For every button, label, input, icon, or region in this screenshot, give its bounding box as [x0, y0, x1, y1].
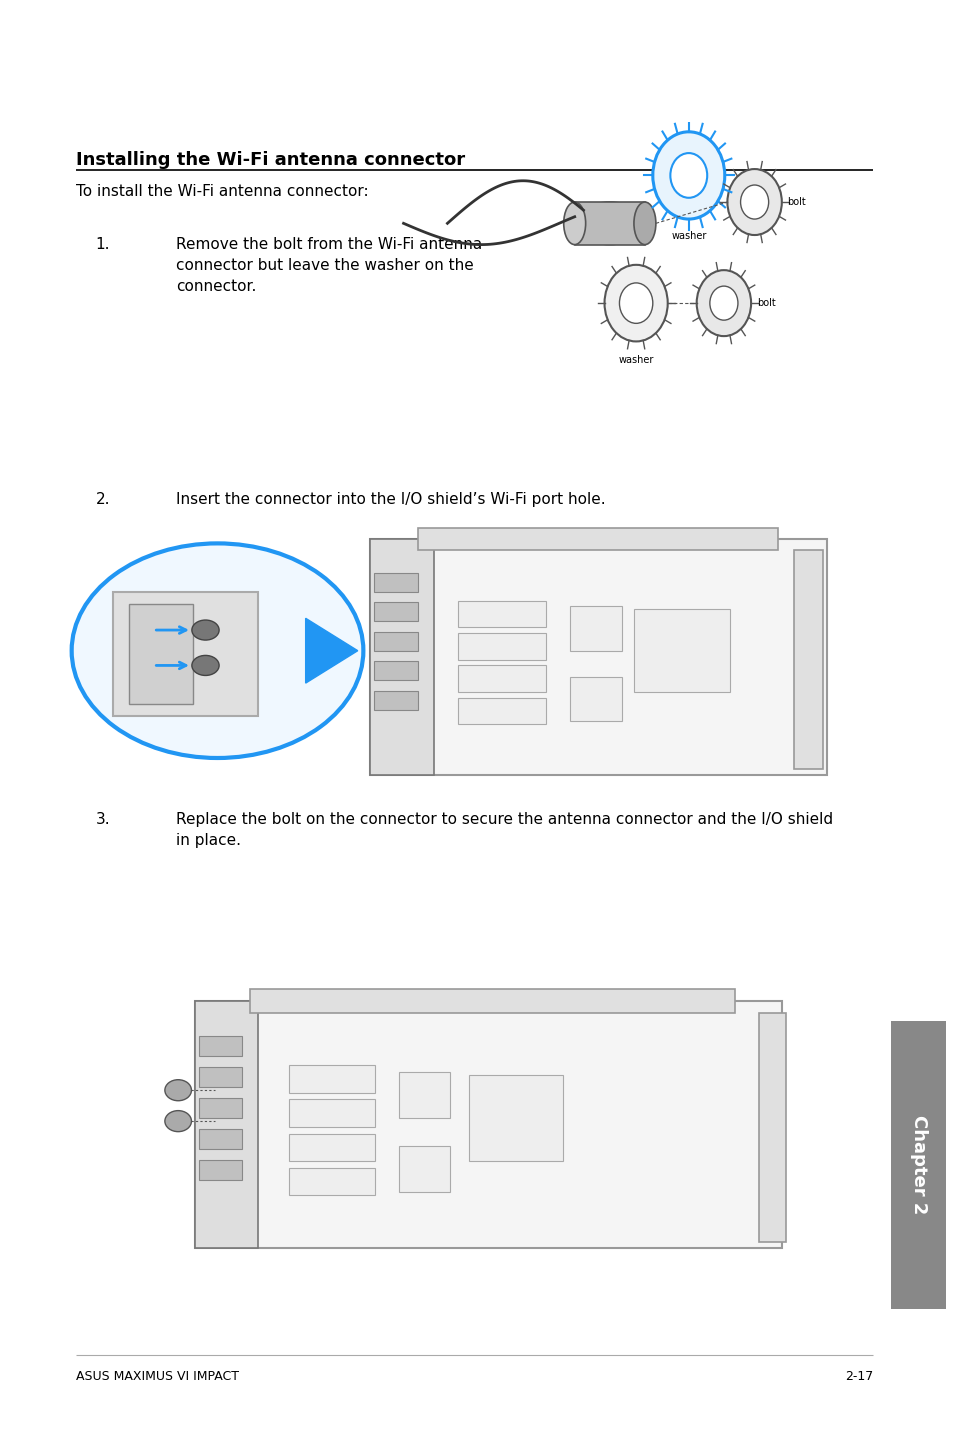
Text: Replace the bolt on the connector to secure the antenna connector and the I/O sh: Replace the bolt on the connector to sec… [176, 812, 833, 848]
Circle shape [71, 544, 363, 758]
Bar [199, 1129, 242, 1149]
Polygon shape [305, 618, 357, 683]
Circle shape [165, 1080, 192, 1100]
Text: Insert the connector into the I/O shield’s Wi-Fi port hole.: Insert the connector into the I/O shield… [176, 492, 605, 506]
Bar [890, 1021, 945, 1309]
Bar [794, 551, 821, 768]
Bar [374, 690, 417, 710]
Bar [374, 631, 417, 650]
Bar [469, 1074, 562, 1162]
Text: 2.: 2. [95, 492, 110, 506]
Bar [289, 1100, 375, 1127]
Circle shape [618, 283, 652, 324]
Ellipse shape [633, 201, 656, 244]
Bar [199, 1099, 242, 1119]
Circle shape [696, 270, 750, 336]
Circle shape [192, 620, 219, 640]
Bar [457, 601, 545, 627]
Ellipse shape [574, 201, 644, 244]
Circle shape [604, 265, 667, 341]
Text: Chapter 2: Chapter 2 [909, 1114, 926, 1215]
Bar [374, 661, 417, 680]
Bar [289, 1133, 375, 1162]
Text: 2-17: 2-17 [843, 1370, 872, 1383]
Bar [758, 1012, 785, 1241]
Bar [574, 203, 644, 244]
Circle shape [165, 1110, 192, 1132]
Circle shape [192, 656, 219, 676]
Circle shape [726, 170, 781, 234]
Text: washer: washer [670, 232, 706, 242]
Circle shape [740, 186, 768, 219]
Bar [634, 610, 730, 692]
Bar [374, 572, 417, 592]
Bar [398, 1071, 449, 1119]
Bar [195, 1001, 781, 1248]
Circle shape [670, 152, 706, 198]
Bar [417, 528, 778, 551]
Bar [370, 539, 825, 775]
Bar [130, 604, 193, 703]
Ellipse shape [563, 201, 585, 244]
Bar [398, 1146, 449, 1192]
Bar [457, 633, 545, 660]
Text: Remove the bolt from the Wi-Fi antenna
connector but leave the washer on the
con: Remove the bolt from the Wi-Fi antenna c… [176, 237, 482, 295]
Bar [195, 1001, 257, 1248]
Bar [289, 1066, 375, 1093]
Bar [289, 1168, 375, 1195]
Text: washer: washer [618, 355, 653, 365]
Text: Installing the Wi-Fi antenna connector: Installing the Wi-Fi antenna connector [76, 151, 465, 170]
Text: 3.: 3. [95, 812, 110, 827]
Text: bolt: bolt [787, 197, 805, 207]
Bar [570, 677, 621, 722]
Bar [374, 603, 417, 621]
Bar [457, 697, 545, 725]
Bar [199, 1067, 242, 1087]
Bar [370, 539, 434, 775]
Text: 1.: 1. [95, 237, 110, 252]
Text: To install the Wi-Fi antenna connector:: To install the Wi-Fi antenna connector: [76, 184, 369, 198]
Text: ASUS MAXIMUS VI IMPACT: ASUS MAXIMUS VI IMPACT [76, 1370, 239, 1383]
Bar [199, 1037, 242, 1055]
Bar [570, 607, 621, 650]
Bar [113, 592, 257, 716]
Bar [457, 666, 545, 692]
Bar [250, 989, 735, 1012]
Circle shape [709, 286, 738, 321]
Circle shape [652, 132, 724, 219]
Bar [199, 1160, 242, 1179]
Text: bolt: bolt [756, 298, 775, 308]
